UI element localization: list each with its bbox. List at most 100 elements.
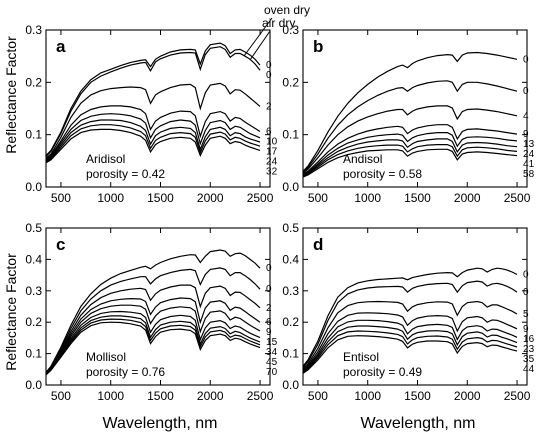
x-tick-label: 2000: [197, 191, 224, 205]
x-tick-label: 500: [308, 191, 328, 205]
series-line: [45, 318, 261, 376]
series-line: [302, 138, 518, 177]
y-tick-label: 0.1: [282, 128, 299, 142]
x-axis-label-right: Wavelength, nm: [360, 415, 475, 432]
y-tick-label: 0.2: [282, 315, 299, 329]
plot-frame: [302, 29, 528, 188]
series-label: 5: [523, 309, 529, 320]
series-label: 9: [266, 327, 272, 338]
soil-name: Andisol: [343, 152, 382, 166]
series-label: 35: [523, 354, 535, 365]
panel-letter: c: [56, 235, 65, 254]
y-tick-label: 0.0: [25, 180, 42, 194]
x-tick-label: 1500: [147, 389, 174, 403]
series-line: [302, 319, 518, 372]
x-tick-label: 1500: [404, 389, 431, 403]
y-tick-label: 0.3: [282, 23, 299, 37]
panel-letter: d: [313, 235, 323, 254]
series-line: [302, 51, 518, 172]
series-line: [302, 144, 518, 178]
series-label: 2: [266, 303, 272, 314]
y-tick-label: 0.1: [25, 347, 42, 361]
oven-dry-arrow: [243, 17, 273, 57]
series-label: 0: [523, 269, 529, 280]
series-label: 4: [523, 111, 529, 122]
y-tick-label: 0.2: [282, 75, 299, 89]
series-label: 17: [266, 147, 278, 158]
series-line: [45, 42, 261, 157]
x-tick-label: 2500: [504, 191, 531, 205]
series-line: [302, 105, 518, 174]
porosity-label: porosity = 0.49: [343, 365, 422, 379]
x-tick-label: 1000: [354, 191, 381, 205]
panel-a: 500 1000 1500 2000 25000.00.10.20.3aAridisol…: [25, 23, 277, 205]
series-line: [302, 280, 518, 369]
air-dry-arrow: [249, 30, 271, 61]
series-line: [302, 80, 518, 173]
porosity-label: porosity = 0.58: [343, 167, 422, 181]
series-line: [302, 148, 518, 178]
y-axis-label-top: Reflectance Factor: [3, 36, 19, 154]
panel-letter: a: [56, 37, 66, 56]
x-tick-label: 500: [51, 191, 71, 205]
x-tick-label: 1000: [97, 389, 124, 403]
series-line: [45, 310, 261, 375]
series-label: 32: [266, 167, 278, 178]
x-tick-label: 500: [51, 389, 71, 403]
series-line: [302, 267, 518, 367]
series-label: 70: [266, 367, 278, 378]
series-line: [302, 335, 518, 374]
series-label: 24: [266, 157, 278, 168]
series-line: [45, 119, 261, 162]
series-label: 23: [523, 344, 535, 355]
series-line: [302, 325, 518, 373]
panels: 500 1000 1500 2000 25000.00.10.20.3aAridisol…: [25, 23, 534, 403]
series-line: [45, 297, 261, 374]
y-tick-label: 0.2: [25, 315, 42, 329]
series-line: [45, 249, 261, 373]
series-label: 0: [266, 263, 272, 274]
series-label: 2: [266, 101, 272, 112]
series-line: [45, 304, 261, 375]
y-tick-label: 0.0: [282, 378, 299, 392]
series-line: [45, 105, 261, 160]
y-tick-label: 0.5: [282, 221, 299, 235]
series-label: 45: [266, 357, 278, 368]
plot-frame: [302, 227, 528, 386]
series-label: 9: [523, 129, 529, 140]
series-line: [302, 330, 518, 374]
series-label: 0: [266, 70, 272, 81]
series-label: 10: [266, 137, 278, 148]
series-label: 0: [523, 54, 529, 65]
series-label: 15: [266, 337, 278, 348]
series-line: [45, 315, 261, 375]
series-line: [302, 300, 518, 370]
series-line: [45, 124, 261, 163]
x-tick-label: 500: [308, 389, 328, 403]
panel-c: 500 1000 1500 2000 25000.00.10.20.30.40.5cMo…: [25, 221, 277, 403]
plot-frame: [45, 29, 271, 188]
y-tick-label: 0.3: [282, 284, 299, 298]
series-label: 6: [266, 317, 272, 328]
series-label: 13: [523, 139, 535, 150]
soil-name: Aridisol: [86, 152, 125, 166]
x-tick-label: 1500: [147, 191, 174, 205]
series-label: 16: [523, 334, 535, 345]
series-line: [45, 267, 261, 373]
series-line: [302, 124, 518, 175]
x-tick-label: 2000: [454, 191, 481, 205]
series-line: [45, 284, 261, 374]
x-tick-label: 1000: [354, 389, 381, 403]
x-tick-label: 2000: [197, 389, 224, 403]
x-tick-label: 1000: [97, 191, 124, 205]
x-axis-label-left: Wavelength, nm: [102, 415, 217, 432]
series-line: [45, 128, 261, 164]
series-line: [302, 312, 518, 372]
porosity-label: porosity = 0.76: [86, 365, 165, 379]
panel-b: 500 1000 1500 2000 2500 0.0 0.1 0.2 0.3 b Andisolp…: [282, 23, 534, 205]
series-label: 0: [523, 86, 529, 97]
y-tick-label: 0.5: [25, 221, 42, 235]
x-tick-label: 2500: [504, 389, 531, 403]
series-label: 0: [266, 60, 272, 71]
